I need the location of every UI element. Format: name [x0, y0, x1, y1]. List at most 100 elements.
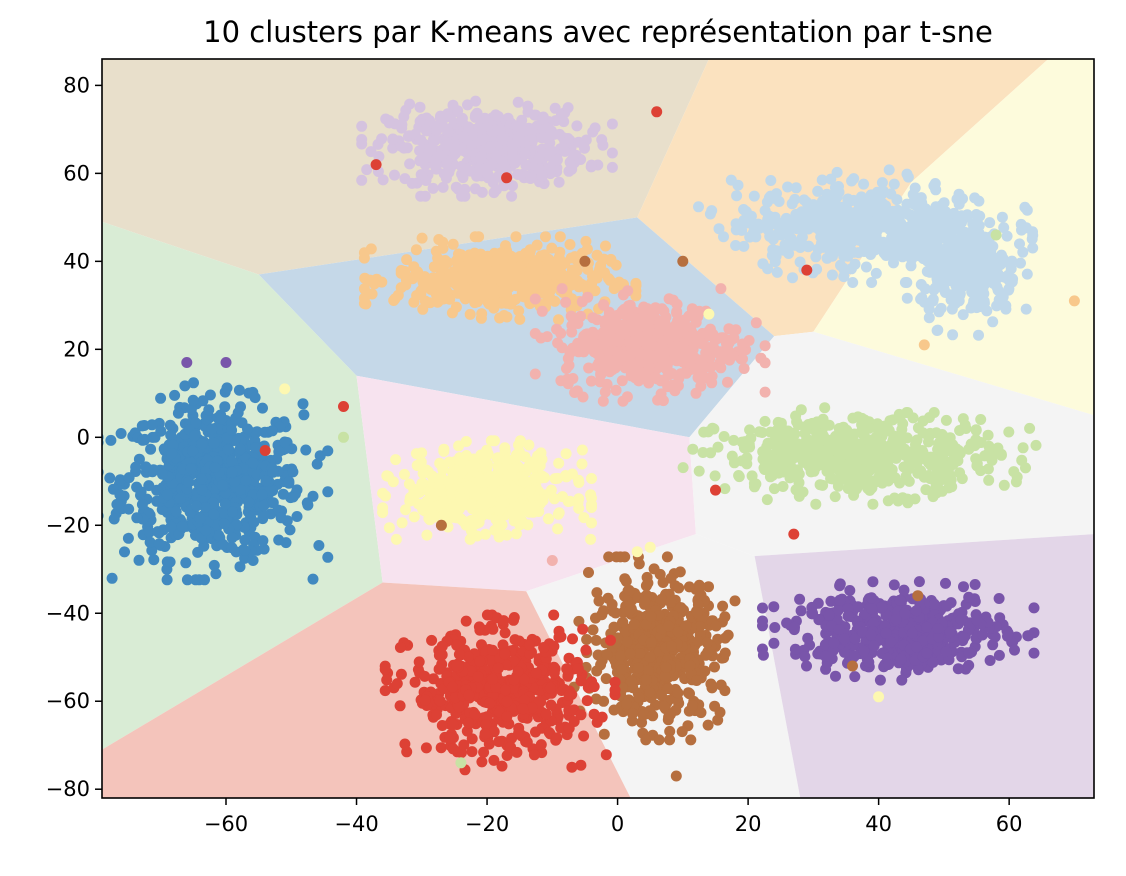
- data-point: [131, 512, 143, 524]
- data-point: [512, 134, 524, 146]
- data-point: [1019, 201, 1031, 213]
- data-point: [489, 435, 500, 447]
- cluster-1: [102, 377, 334, 586]
- data-point: [832, 480, 844, 492]
- data-point: [704, 323, 716, 335]
- data-point: [585, 161, 597, 173]
- data-point: [529, 293, 541, 305]
- data-point: [575, 709, 587, 721]
- data-point: [105, 434, 117, 446]
- data-point: [600, 749, 612, 761]
- data-point: [242, 423, 253, 435]
- data-point: [578, 332, 590, 344]
- data-point: [172, 407, 184, 419]
- data-point: [719, 685, 731, 697]
- data-point: [814, 444, 825, 456]
- data-point: [953, 188, 965, 200]
- data-point: [829, 231, 841, 243]
- data-point: [164, 419, 176, 431]
- data-point: [860, 261, 872, 273]
- data-point: [549, 473, 561, 485]
- data-point: [595, 659, 607, 671]
- data-point: [540, 132, 552, 144]
- data-point: [166, 448, 178, 460]
- data-point: [598, 695, 610, 707]
- data-point: [417, 152, 429, 164]
- data-point: [644, 651, 656, 663]
- data-point: [738, 363, 750, 374]
- data-point: [432, 252, 444, 264]
- data-point: [847, 277, 859, 288]
- data-point: [426, 634, 438, 646]
- data-point: [837, 463, 849, 475]
- data-point: [984, 217, 996, 229]
- data-point: [879, 442, 891, 454]
- data-point: [549, 102, 561, 114]
- data-point: [525, 173, 536, 184]
- data-point: [810, 251, 822, 263]
- cluster-2: [356, 95, 618, 202]
- data-point: [575, 675, 587, 687]
- data-point: [552, 337, 564, 349]
- data-point: [815, 231, 827, 243]
- data-point: [887, 414, 899, 426]
- data-point: [408, 261, 420, 273]
- data-point: [257, 402, 268, 414]
- data-point: [487, 644, 498, 656]
- data-point: [675, 602, 687, 614]
- data-point: [517, 703, 529, 715]
- data-point: [617, 289, 629, 301]
- data-point: [597, 395, 609, 407]
- data-point: [450, 301, 462, 313]
- data-point: [554, 128, 566, 140]
- data-point: [893, 225, 905, 237]
- data-point: [481, 284, 493, 296]
- data-point: [941, 474, 953, 486]
- data-point: [534, 460, 546, 472]
- data-point: [146, 545, 158, 556]
- data-point: [687, 443, 699, 455]
- data-point: [713, 223, 725, 235]
- data-point: [779, 239, 791, 251]
- data-point: [664, 734, 676, 746]
- data-point: [513, 501, 525, 512]
- data-point: [450, 148, 461, 159]
- data-point: [358, 283, 370, 295]
- data-point: [617, 616, 629, 628]
- data-point: [687, 700, 698, 711]
- data-point: [1017, 442, 1029, 454]
- data-point: [146, 419, 158, 431]
- data-point: [744, 424, 756, 436]
- data-point: [975, 414, 987, 425]
- data-point: [544, 168, 556, 180]
- data-point: [634, 648, 646, 659]
- data-point: [504, 294, 516, 306]
- data-point: [706, 361, 717, 372]
- data-point: [266, 425, 278, 437]
- data-point: [690, 334, 702, 346]
- data-point: [1003, 283, 1015, 295]
- data-point: [297, 398, 309, 410]
- data-point: [970, 434, 982, 446]
- data-point: [902, 497, 914, 509]
- data-point: [438, 497, 450, 509]
- data-point: [615, 650, 627, 662]
- data-point: [936, 485, 948, 497]
- data-point: [467, 465, 478, 477]
- data-point: [759, 386, 771, 398]
- data-point: [424, 115, 436, 127]
- data-point: [179, 380, 191, 392]
- data-point: [995, 449, 1007, 461]
- data-point: [633, 662, 644, 674]
- data-point: [395, 282, 407, 294]
- data-point: [114, 474, 126, 486]
- data-point: [538, 642, 550, 653]
- data-point: [853, 478, 865, 490]
- data-point: [947, 329, 959, 341]
- data-point: [226, 532, 238, 544]
- data-point: [624, 648, 636, 660]
- data-point: [693, 465, 705, 477]
- data-point: [106, 572, 118, 584]
- data-point: [410, 448, 422, 460]
- data-point: [738, 240, 750, 252]
